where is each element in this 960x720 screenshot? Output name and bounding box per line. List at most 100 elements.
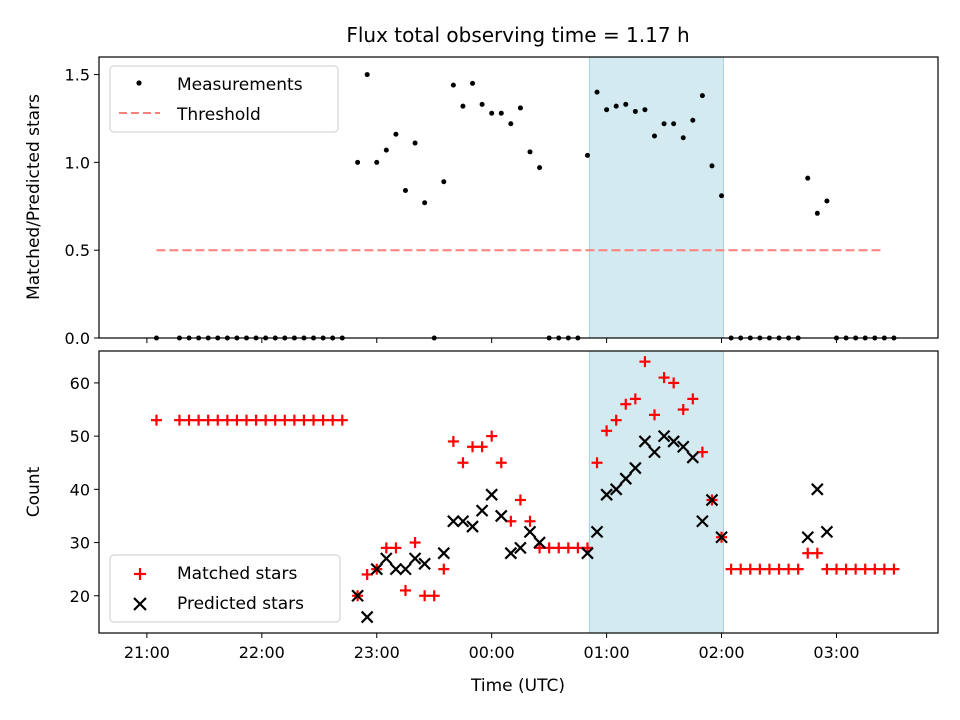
x-tick-label: 01:00	[584, 643, 630, 662]
predicted-star-point	[514, 541, 527, 555]
measurement-point	[652, 133, 658, 139]
predicted-star-point	[504, 546, 518, 560]
measurement-point	[824, 198, 830, 204]
matched-star-point	[524, 515, 536, 527]
matched-star-point	[183, 414, 195, 426]
bottom-panel: 21:00 22:00 23:00 00:00 01:00 02:00 03:00 20 30 4…	[24, 350, 939, 696]
matched-star-point	[495, 457, 507, 469]
matched-star-point	[193, 414, 205, 426]
chart-title: Flux total observing time = 1.17 h	[346, 23, 689, 47]
predicted-star-point	[581, 546, 594, 560]
bottom-y-tick-label: 40	[70, 480, 90, 499]
predicted-star-point	[686, 451, 700, 464]
predicted-x-b	[360, 610, 374, 624]
predicted-x-b	[380, 552, 393, 565]
measurement-point	[604, 107, 610, 113]
predicted-x-b	[581, 546, 594, 560]
matched-star-point	[591, 457, 603, 469]
predicted-x-b	[705, 493, 719, 507]
predicted-star-point	[590, 525, 604, 539]
predicted-x-b	[408, 552, 422, 565]
matched-star-point	[447, 435, 459, 447]
matched-star-point	[514, 494, 526, 506]
legend-predicted-marker	[133, 597, 147, 611]
predicted-x-b	[523, 525, 537, 539]
matched-star-point	[260, 414, 272, 426]
predicted-star-point	[600, 488, 613, 501]
matched-star-point	[505, 515, 517, 527]
matched-star-point	[830, 563, 842, 575]
predicted-x-b	[533, 536, 546, 549]
matched-star-point	[221, 414, 233, 426]
top-y-axis-label: Matched/Predicted stars	[24, 94, 44, 300]
measurement-point	[680, 135, 686, 141]
legend-predicted-label: Predicted stars	[177, 594, 304, 614]
matched-star-point	[173, 414, 185, 426]
predicted-star-point	[408, 552, 422, 565]
matched-star-point	[553, 542, 565, 554]
matched-star-point	[150, 414, 162, 426]
bottom-y-axis-label: Count	[24, 466, 44, 517]
predicted-star-point	[820, 525, 834, 539]
measurement-point	[470, 80, 476, 86]
measurement-point	[498, 110, 504, 116]
bottom-legend-box	[109, 554, 341, 623]
matched-star-point	[601, 425, 613, 437]
predicted-x-b	[437, 546, 451, 560]
top-legend: Measurements Threshold	[109, 65, 339, 133]
predicted-x-b	[370, 562, 384, 576]
matched-star-point	[677, 404, 689, 416]
matched-star-point	[240, 414, 252, 426]
bottom-y-tick-label: 50	[70, 427, 90, 446]
measurement-point	[805, 175, 811, 181]
bottom-y-tick-label: 60	[70, 374, 90, 393]
predicted-x-b	[504, 546, 518, 560]
measurement-point	[441, 179, 447, 185]
predicted-x-b	[801, 530, 815, 544]
predicted-x-b	[657, 429, 671, 443]
predicted-star-point	[619, 472, 633, 485]
matched-star-point	[763, 563, 775, 575]
matched-star-point	[610, 414, 622, 426]
predicted-star-point	[437, 546, 451, 560]
bottom-legend: Matched stars Predicted stars	[109, 554, 341, 623]
matched-star-point	[231, 414, 243, 426]
predicted-star-points	[351, 429, 834, 624]
matched-star-point	[859, 563, 871, 575]
matched-star-point	[428, 590, 440, 602]
matched-star-point	[288, 414, 300, 426]
matched-star-point	[850, 563, 862, 575]
matched-star-point	[754, 563, 766, 575]
bottom-highlight-band	[588, 350, 724, 634]
measurement-point	[517, 105, 523, 111]
predicted-x-b	[485, 488, 498, 501]
matched-star-point	[534, 542, 546, 554]
legend-measurements-marker	[136, 80, 142, 86]
predicted-star-point	[494, 509, 508, 523]
predicted-star-point	[811, 483, 824, 496]
measurement-point	[537, 165, 543, 171]
predicted-x-b	[667, 435, 680, 448]
top-axis-ticks: 0.0 0.5 1.0 1.5	[65, 66, 837, 348]
top-y-tick-label: 0.5	[65, 241, 90, 260]
legend-threshold-label: Threshold	[176, 105, 261, 125]
matched-star-point	[409, 537, 421, 549]
predicted-x-b	[399, 562, 412, 576]
predicted-x-b	[715, 530, 728, 544]
matched-star-point	[668, 377, 680, 389]
predicted-star-point	[389, 562, 403, 576]
measurement-point	[527, 149, 533, 155]
predicted-x-b	[466, 520, 479, 533]
predicted-x-b	[351, 589, 364, 603]
matched-star-point	[687, 393, 699, 405]
matched-star-point	[629, 393, 641, 405]
matched-star-point	[649, 409, 661, 421]
matched-star-point	[279, 414, 291, 426]
predicted-x-b	[648, 445, 661, 459]
x-tick-label: 02:00	[698, 643, 744, 662]
matched-star-point	[486, 430, 498, 442]
predicted-star-point	[360, 610, 374, 624]
predicted-x-b	[686, 451, 700, 464]
measurement-point	[364, 72, 370, 78]
predicted-star-point	[523, 525, 537, 539]
